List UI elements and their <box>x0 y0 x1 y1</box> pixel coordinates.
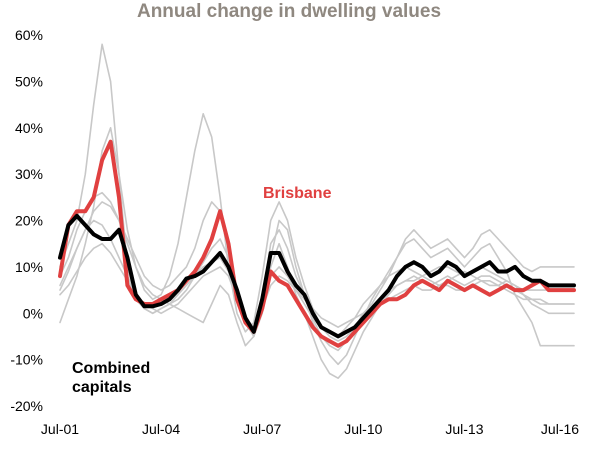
x-tick-label: Jul-10 <box>344 421 382 437</box>
x-tick-label: Jul-07 <box>243 421 281 437</box>
y-tick-label: -10% <box>10 352 43 368</box>
y-tick-label: 40% <box>15 120 43 136</box>
y-tick-label: 20% <box>15 213 43 229</box>
series-line-combined-capitals <box>58 213 576 339</box>
chart-title: Annual change in dwelling values <box>137 1 441 22</box>
brisbane-annotation: Brisbane <box>263 185 332 202</box>
x-tick-label: Jul-13 <box>445 421 483 437</box>
y-axis-tick-labels: -20% -10% 0% 10% 20% 30% 40% 50% 60% <box>10 27 43 414</box>
y-tick-label: 0% <box>23 305 43 321</box>
y-tick-label: 10% <box>15 259 43 275</box>
x-tick-label: Jul-04 <box>142 421 180 437</box>
y-tick-label: 30% <box>15 166 43 182</box>
series-line-other-capital-3 <box>59 113 575 338</box>
x-tick-label: Jul-16 <box>541 421 579 437</box>
y-tick-label: -20% <box>10 398 43 414</box>
combined-capitals-annotation-line-1: Combined <box>72 360 150 377</box>
y-tick-label: 60% <box>15 27 43 43</box>
series-line-other-capital-4 <box>59 127 575 379</box>
combined-capitals-annotation-line-2: capitals <box>72 379 132 396</box>
series-line-other-capital-5 <box>59 191 575 352</box>
series-line-brisbane <box>58 139 576 348</box>
y-tick-label: 50% <box>15 73 43 89</box>
x-axis-tick-labels: Jul-01 Jul-04 Jul-07 Jul-10 Jul-13 Jul-16 <box>41 421 579 437</box>
x-tick-label: Jul-01 <box>41 421 79 437</box>
series-lines <box>58 43 576 379</box>
